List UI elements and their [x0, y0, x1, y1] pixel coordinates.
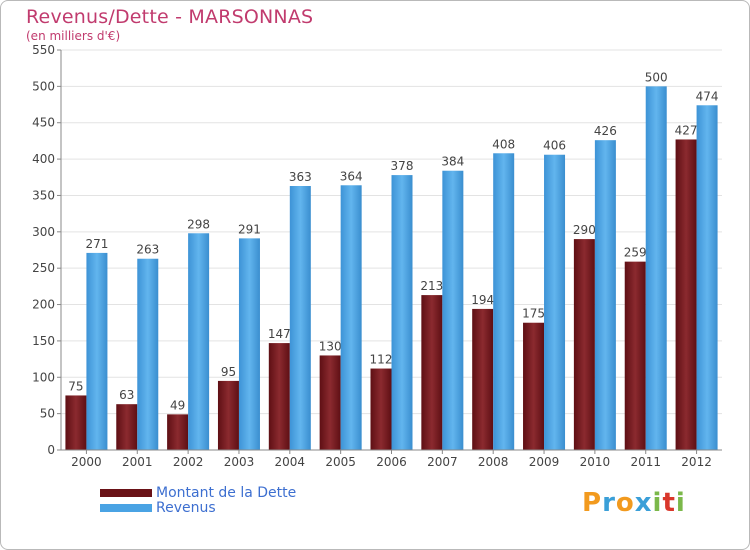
bar-dette	[217, 380, 239, 450]
x-tick-label: 2006	[376, 455, 407, 469]
data-label-dette: 290	[573, 223, 596, 237]
data-label-revenus: 291	[238, 222, 261, 236]
y-tick-label: 250	[32, 261, 55, 275]
legend-swatch-revenus	[100, 504, 152, 512]
y-tick-label: 300	[32, 225, 55, 239]
x-tick-label: 2008	[478, 455, 509, 469]
legend-label-revenus: Revenus	[156, 500, 216, 516]
data-label-dette: 194	[471, 293, 494, 307]
x-tick-label: 2010	[580, 455, 611, 469]
bar-dette	[523, 322, 545, 450]
y-tick-label: 400	[32, 152, 55, 166]
data-label-revenus: 363	[289, 170, 312, 184]
data-label-dette: 49	[170, 398, 185, 412]
bar-revenus	[137, 258, 159, 450]
bar-revenus	[238, 238, 260, 450]
data-label-dette: 75	[68, 379, 83, 393]
y-axis: 0 50 100 150 200 250 300 350 400 450 500 550	[32, 43, 62, 457]
data-label-dette: 427	[675, 123, 698, 137]
data-label-revenus: 406	[543, 139, 566, 153]
data-label-revenus: 298	[187, 217, 210, 231]
legend-swatch-dette	[100, 489, 152, 497]
bar-dette	[319, 355, 341, 450]
bar-revenus	[594, 140, 616, 450]
bar-revenus	[544, 154, 566, 450]
bar-revenus	[340, 185, 362, 451]
x-tick-label: 2012	[681, 455, 712, 469]
logo-letter: o	[615, 488, 635, 518]
bar-dette	[421, 295, 443, 450]
chart-subtitle: (en milliers d'€)	[26, 29, 121, 43]
data-label-dette: 147	[268, 327, 291, 341]
bar-dette	[624, 261, 646, 450]
bar-revenus	[696, 105, 718, 450]
data-label-revenus: 384	[441, 155, 464, 169]
data-label-dette: 259	[624, 246, 647, 260]
bar-revenus	[442, 170, 464, 450]
y-tick-label: 100	[32, 370, 55, 384]
bar-dette	[268, 343, 290, 450]
x-tick-label: 2007	[427, 455, 458, 469]
proxiti-logo: Proxiti	[582, 488, 686, 518]
y-tick-label: 150	[32, 334, 55, 348]
bar-revenus	[493, 153, 515, 451]
y-tick-label: 200	[32, 298, 55, 312]
data-label-dette: 63	[119, 388, 134, 402]
bars: 75 271 63 263 49 298 95 291 147 363 130 364 112 378 21…	[65, 70, 719, 451]
bar-revenus	[645, 86, 667, 450]
data-label-revenus: 474	[696, 89, 719, 103]
bar-revenus	[188, 233, 210, 450]
logo-letter: P	[582, 488, 603, 518]
x-tick-label: 2009	[529, 455, 560, 469]
x-tick-label: 2002	[173, 455, 204, 469]
y-tick-label: 0	[47, 443, 55, 457]
y-tick-label: 500	[32, 79, 55, 93]
data-label-dette: 175	[522, 307, 545, 321]
data-label-dette: 130	[319, 339, 342, 353]
data-label-revenus: 408	[492, 137, 515, 151]
logo-letter: x	[634, 488, 653, 518]
data-label-dette: 213	[420, 279, 443, 293]
logo-letter: r	[602, 488, 616, 518]
bar-revenus	[289, 186, 311, 450]
bar-revenus	[391, 175, 413, 450]
logo-letter: i	[652, 488, 663, 518]
data-label-revenus: 500	[645, 70, 668, 84]
x-tick-label: 2011	[630, 455, 661, 469]
data-label-revenus: 378	[391, 159, 414, 173]
y-tick-label: 350	[32, 188, 55, 202]
bar-dette	[675, 139, 697, 451]
chart-title: Revenus/Dette - MARSONNAS	[26, 6, 314, 28]
x-tick-label: 2005	[325, 455, 356, 469]
bar-dette	[65, 395, 87, 450]
data-label-revenus: 364	[340, 169, 363, 183]
data-label-revenus: 271	[85, 237, 108, 251]
data-label-dette: 112	[370, 353, 393, 367]
data-label-revenus: 263	[136, 243, 159, 257]
x-axis: 2000 2001 2002 2003 2004 2005 2006 2007 2008 2009…	[61, 449, 722, 469]
bar-dette	[573, 239, 595, 450]
x-tick-label: 2001	[122, 455, 153, 469]
legend-label-dette: Montant de la Dette	[156, 485, 297, 501]
data-label-revenus: 426	[594, 124, 617, 138]
bar-dette	[472, 308, 494, 450]
x-tick-label: 2004	[275, 455, 306, 469]
bar-dette	[116, 404, 138, 450]
data-label-dette: 95	[221, 365, 236, 379]
logo-letter: i	[675, 488, 686, 518]
bar-revenus	[86, 252, 108, 450]
x-tick-label: 2000	[71, 455, 102, 469]
logo-letter: t	[662, 488, 676, 518]
x-tick-label: 2003	[224, 455, 255, 469]
bar-dette	[167, 414, 189, 450]
bar-dette	[370, 368, 392, 450]
y-tick-label: 50	[40, 407, 55, 421]
y-tick-label: 550	[32, 43, 55, 57]
y-tick-label: 450	[32, 116, 55, 130]
